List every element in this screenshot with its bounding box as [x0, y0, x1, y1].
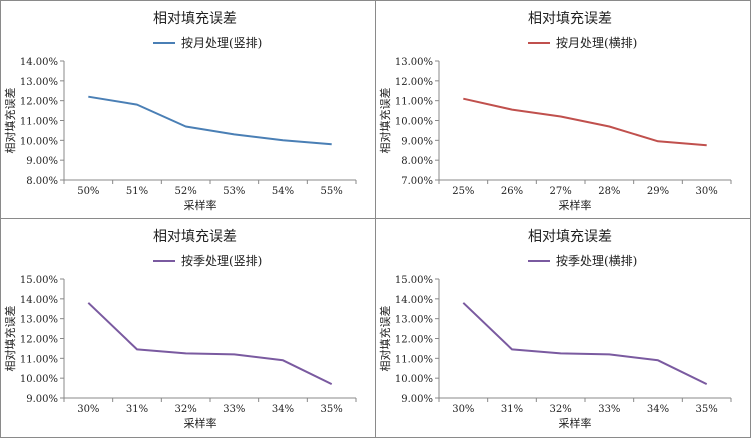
- chart-4-x-tick-label: 32%: [550, 404, 572, 415]
- chart-1-y-tick-label: 13.00%: [20, 77, 58, 88]
- chart-2-x-tick-label: 30%: [696, 186, 718, 197]
- chart-3-y-tick-label: 11.00%: [20, 354, 58, 365]
- chart-2-x-tick-label: 29%: [647, 186, 669, 197]
- chart-2-y-tick-label: 12.00%: [395, 77, 433, 88]
- chart-3-x-tick-label: 30%: [77, 404, 99, 415]
- chart-3-y-tick-label: 15.00%: [20, 275, 58, 286]
- chart-1-x-tick-label: 53%: [223, 186, 245, 197]
- chart-1-x-tick-label: 55%: [321, 186, 343, 197]
- chart-4-x-label: 采样率: [559, 416, 592, 430]
- chart-4-y-tick-label: 11.00%: [395, 354, 433, 365]
- chart-3-y-tick-label: 10.00%: [20, 374, 58, 385]
- chart-2-x-tick-label: 26%: [501, 186, 523, 197]
- chart-1-x-label: 采样率: [184, 198, 217, 212]
- chart-4-title: 相对填充误差: [528, 229, 612, 245]
- chart-2-x-tick-label: 28%: [598, 186, 620, 197]
- chart-2-y-tick-label: 13.00%: [395, 57, 433, 68]
- chart-3-x-tick-label: 33%: [223, 404, 245, 415]
- chart-2-y-tick-label: 8.00%: [401, 156, 433, 167]
- chart-svg-3: 相对填充误差按季处理(竖排)9.00%10.00%11.00%12.00%13.…: [3, 229, 357, 430]
- chart-4-y-tick-label: 13.00%: [395, 315, 433, 326]
- chart-4-y-tick-label: 12.00%: [395, 335, 433, 346]
- chart-2-y-tick-label: 11.00%: [395, 97, 433, 108]
- chart-panel-4: 相对填充误差 按季处理(横排) 9.00% 10.00% 11.00% 12.00% 13.…: [375, 218, 751, 438]
- chart-3-x-tick-label: 35%: [321, 404, 343, 415]
- chart-2-series-line: [463, 97, 707, 147]
- chart-3-legend-label: 按季处理(竖排): [181, 254, 262, 268]
- chart-4-y-tick-label: 9.00%: [401, 394, 433, 405]
- chart-3-y-tick-label: 9.00%: [26, 394, 58, 405]
- chart-2-y-tick-label: 7.00%: [401, 176, 433, 187]
- chart-4-x-tick-label: 34%: [647, 404, 669, 415]
- chart-3-y-tick-label: 14.00%: [20, 295, 58, 306]
- chart-1-y-tick-label: 14.00%: [20, 57, 58, 68]
- chart-svg-1: 相对填充误差按月处理(竖排)8.00%9.00%10.00%11.00%12.0…: [3, 11, 357, 212]
- chart-1-x-tick-label: 52%: [175, 186, 197, 197]
- chart-4-y-tick-label: 10.00%: [395, 374, 433, 385]
- chart-1-title: 相对填充误差: [153, 11, 237, 27]
- chart-2-y-tick-label: 10.00%: [395, 117, 433, 128]
- chart-1-y-tick-label: 11.00%: [20, 117, 58, 128]
- chart-1-y-tick-label: 8.00%: [26, 176, 58, 187]
- chart-3-x-tick-label: 34%: [272, 404, 294, 415]
- chart-1-x-tick-label: 51%: [126, 186, 148, 197]
- chart-3-x-label: 采样率: [184, 416, 217, 430]
- chart-panel-1: 相对填充误差 按月处理(竖排) 8.00% 9.00% 10.00% 11.00% 12.0…: [0, 0, 376, 219]
- chart-3-x-tick-label: 32%: [175, 404, 197, 415]
- chart-panel-2: 相对填充误差 按月处理(横排) 7.00% 8.00% 9.00% 10.00% 11.00…: [375, 0, 751, 219]
- chart-3-y-tick-label: 12.00%: [20, 335, 58, 346]
- chart-4-y-label: 相对填充误差: [378, 306, 392, 372]
- chart-1-x-tick-label: 54%: [272, 186, 294, 197]
- chart-svg-2: 相对填充误差按月处理(横排)7.00%8.00%9.00%10.00%11.00…: [378, 11, 732, 212]
- chart-svg-4: 相对填充误差按季处理(横排)9.00%10.00%11.00%12.00%13.…: [378, 229, 732, 430]
- chart-4-x-tick-label: 30%: [452, 404, 474, 415]
- chart-1-legend-label: 按月处理(竖排): [181, 36, 262, 50]
- chart-4-x-tick-label: 33%: [598, 404, 620, 415]
- chart-2-x-tick-label: 25%: [452, 186, 474, 197]
- chart-4-y-tick-label: 15.00%: [395, 275, 433, 286]
- chart-1-y-tick-label: 9.00%: [26, 156, 58, 167]
- chart-4-y-tick-label: 14.00%: [395, 295, 433, 306]
- chart-panel-3: 相对填充误差 按季处理(竖排) 9.00% 10.00% 11.00% 12.00% 13.…: [0, 218, 376, 438]
- chart-2-x-label: 采样率: [559, 198, 592, 212]
- chart-1-y-tick-label: 10.00%: [20, 136, 58, 147]
- chart-2-legend-label: 按月处理(横排): [556, 36, 637, 50]
- chart-3-series-line: [87, 302, 333, 385]
- chart-1-y-label: 相对填充误差: [3, 88, 17, 154]
- chart-2-x-tick-label: 27%: [550, 186, 572, 197]
- chart-4-series-line: [462, 302, 708, 385]
- chart-2-y-label: 相对填充误差: [378, 88, 392, 154]
- chart-3-y-tick-label: 13.00%: [20, 315, 58, 326]
- chart-3-x-tick-label: 31%: [126, 404, 148, 415]
- chart-4-x-tick-label: 35%: [696, 404, 718, 415]
- chart-1-series-line: [88, 95, 332, 146]
- chart-4-legend-label: 按季处理(横排): [556, 254, 637, 268]
- chart-4-x-tick-label: 31%: [501, 404, 523, 415]
- chart-1-x-tick-label: 50%: [77, 186, 99, 197]
- chart-2-y-tick-label: 9.00%: [401, 136, 433, 147]
- chart-2-title: 相对填充误差: [528, 11, 612, 27]
- chart-3-title: 相对填充误差: [153, 229, 237, 245]
- chart-3-y-label: 相对填充误差: [3, 306, 17, 372]
- chart-1-y-tick-label: 12.00%: [20, 97, 58, 108]
